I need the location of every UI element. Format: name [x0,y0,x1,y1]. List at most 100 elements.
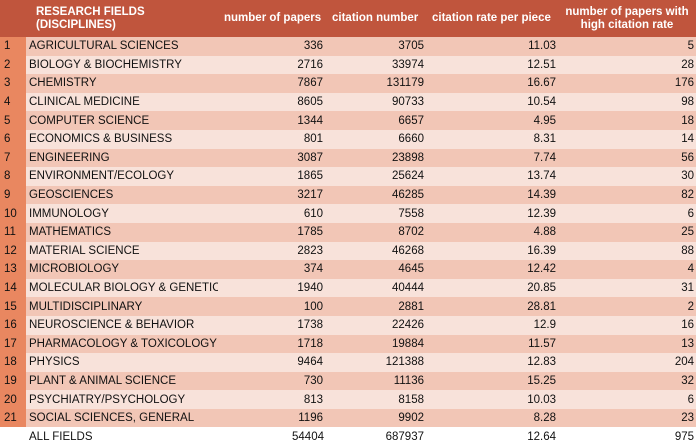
row-rate: 20.85 [426,278,558,298]
row-index: 16 [0,315,26,335]
table-row: 15 MULTIDISCIPLINARY 100 2881 28.81 2 [0,297,696,316]
row-papers: 610 [218,204,326,223]
total-index [0,427,26,446]
table-row: 14 MOLECULAR BIOLOGY & GENETICS 1940 40444 2… [0,278,696,298]
table-row: 19 PLANT & ANIMAL SCIENCE 730 11136 15.25 32 [0,371,696,391]
row-high: 2 [558,297,696,316]
row-papers: 374 [218,260,326,279]
row-citations: 90733 [326,92,426,112]
row-papers: 801 [218,129,326,149]
row-field: ECONOMICS & BUSINESS [26,129,218,149]
row-field: ENGINEERING [26,148,218,168]
table-row: 10 IMMUNOLOGY 610 7558 12.39 6 [0,204,696,223]
row-high: 14 [558,129,696,149]
row-citations: 46285 [326,185,426,205]
row-index: 14 [0,278,26,298]
row-high: 31 [558,278,696,298]
row-papers: 813 [218,390,326,409]
table-row: 3 CHEMISTRY 7867 131179 16.67 176 [0,74,696,93]
row-high: 88 [558,241,696,261]
row-papers: 730 [218,371,326,391]
row-index: 4 [0,92,26,112]
row-index: 8 [0,167,26,186]
row-citations: 23898 [326,148,426,168]
row-citations: 33974 [326,55,426,75]
total-papers: 54404 [218,427,326,446]
header-citations: citation number [326,0,426,37]
table-row: 9 GEOSCIENCES 3217 46285 14.39 82 [0,185,696,205]
table-row: 11 MATHEMATICS 1785 8702 4.88 25 [0,222,696,242]
row-high: 32 [558,371,696,391]
table-row: 20 PSYCHIATRY/PSYCHOLOGY 813 8158 10.03 6 [0,390,696,409]
row-high: 16 [558,315,696,335]
row-rate: 12.51 [426,55,558,75]
row-citations: 8702 [326,222,426,242]
row-field: PLANT & ANIMAL SCIENCE [26,371,218,391]
row-field: PHYSICS [26,353,218,372]
row-high: 82 [558,185,696,205]
row-papers: 1738 [218,315,326,335]
row-citations: 40444 [326,278,426,298]
row-index: 11 [0,222,26,242]
table-row: 4 CLINICAL MEDICINE 8605 90733 10.54 98 [0,92,696,112]
table-row: 21 SOCIAL SCIENCES, GENERAL 1196 9902 8.28 23 [0,408,696,428]
row-citations: 9902 [326,408,426,428]
table-header: RESEARCH FIELDS (DISCIPLINES) number of … [0,0,696,37]
row-papers: 2716 [218,55,326,75]
total-row: ALL FIELDS 54404 687937 12.64 975 [0,427,696,446]
row-field: CLINICAL MEDICINE [26,92,218,112]
row-field: PSYCHIATRY/PSYCHOLOGY [26,390,218,409]
row-high: 28 [558,55,696,75]
row-index: 9 [0,185,26,205]
header-row: RESEARCH FIELDS (DISCIPLINES) number of … [0,0,696,37]
row-index: 18 [0,353,26,372]
row-index: 19 [0,371,26,391]
row-rate: 12.83 [426,353,558,372]
row-high: 204 [558,353,696,372]
row-citations: 7558 [326,204,426,223]
row-field: PHARMACOLOGY & TOXICOLOGY [26,334,218,354]
row-rate: 11.03 [426,37,558,56]
row-rate: 10.54 [426,92,558,112]
row-field: CHEMISTRY [26,74,218,93]
row-citations: 8158 [326,390,426,409]
row-papers: 1196 [218,408,326,428]
row-papers: 336 [218,37,326,56]
row-citations: 121388 [326,353,426,372]
row-rate: 4.95 [426,111,558,130]
row-papers: 1344 [218,111,326,130]
row-high: 56 [558,148,696,168]
row-citations: 3705 [326,37,426,56]
row-high: 4 [558,260,696,279]
row-papers: 1785 [218,222,326,242]
row-rate: 7.74 [426,148,558,168]
table-row: 17 PHARMACOLOGY & TOXICOLOGY 1718 19884 11.5… [0,334,696,354]
row-index: 17 [0,334,26,354]
total-citations: 687937 [326,427,426,446]
row-index: 5 [0,111,26,130]
total-rate: 12.64 [426,427,558,446]
row-high: 6 [558,204,696,223]
row-citations: 22426 [326,315,426,335]
row-high: 98 [558,92,696,112]
row-index: 2 [0,55,26,75]
table-row: 1 AGRICULTURAL SCIENCES 336 3705 11.03 5 [0,37,696,56]
row-field: GEOSCIENCES [26,185,218,205]
row-index: 3 [0,74,26,93]
row-rate: 16.67 [426,74,558,93]
row-field: MOLECULAR BIOLOGY & GENETICS [26,278,218,298]
table-row: 8 ENVIRONMENT/ECOLOGY 1865 25624 13.74 30 [0,167,696,186]
row-citations: 4645 [326,260,426,279]
row-high: 13 [558,334,696,354]
row-rate: 12.9 [426,315,558,335]
total-field: ALL FIELDS [26,427,218,446]
row-citations: 6660 [326,129,426,149]
row-field: IMMUNOLOGY [26,204,218,223]
table-row: 6 ECONOMICS & BUSINESS 801 6660 8.31 14 [0,129,696,149]
row-index: 21 [0,408,26,428]
header-papers: number of papers [218,0,326,37]
table-row: 7 ENGINEERING 3087 23898 7.74 56 [0,148,696,168]
row-field: SOCIAL SCIENCES, GENERAL [26,408,218,428]
row-rate: 15.25 [426,371,558,391]
